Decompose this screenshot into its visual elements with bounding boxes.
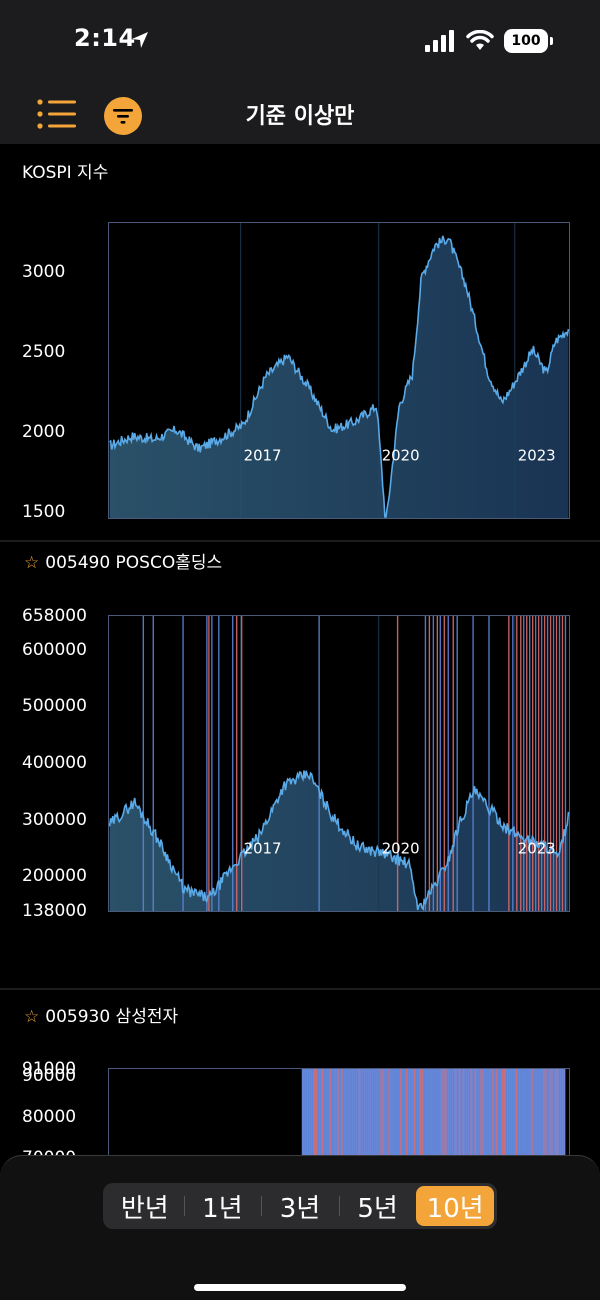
list-icon — [37, 99, 76, 129]
y-tick-label: 90000 — [22, 1066, 77, 1086]
chart-title-samsung: ☆ 005930 삼성전자 — [24, 1002, 178, 1027]
battery-icon: 100 — [504, 29, 553, 53]
nav-bar: 기준 이상만 — [0, 80, 600, 144]
status-time: 2:14 — [74, 24, 136, 52]
y-tick-label: 200000 — [22, 866, 87, 886]
x-year-label: 2017 — [244, 446, 282, 464]
y-tick-label: 2500 — [22, 342, 66, 362]
section-divider — [0, 540, 600, 542]
y-tick-label: 300000 — [22, 810, 87, 830]
y-tick-label: 600000 — [22, 640, 87, 660]
x-year-label: 2020 — [382, 839, 420, 857]
price-line — [109, 770, 569, 911]
y-tick-label: 91000 — [22, 1059, 77, 1079]
star-icon[interactable]: ☆ — [24, 553, 40, 573]
chart-posco[interactable]: 2017 2020 2023 — [108, 615, 570, 912]
y-tick-label: 80000 — [22, 1107, 77, 1127]
status-icons: 100 — [424, 26, 553, 56]
chart-title-text: 005490 POSCO홀딩스 — [45, 553, 223, 573]
star-icon[interactable]: ☆ — [24, 1007, 40, 1027]
chart-title-text: KOSPI 지수 — [22, 163, 109, 183]
menu-button[interactable] — [34, 98, 78, 130]
period-10-year[interactable]: 10년 — [416, 1186, 494, 1226]
period-half-year[interactable]: 반년 — [120, 1193, 169, 1224]
y-tick-label: 3000 — [22, 262, 66, 282]
location-arrow-icon — [132, 32, 148, 48]
y-tick-label: 658000 — [22, 606, 87, 626]
chart-kospi[interactable]: 2017 2020 2023 — [108, 222, 570, 519]
cellular-signal-icon — [425, 30, 454, 52]
y-tick-label: 1500 — [22, 502, 66, 522]
period-5-year[interactable]: 5년 — [338, 1186, 417, 1226]
x-year-label: 2017 — [244, 839, 282, 857]
nav-title: 기준 이상만 — [245, 104, 355, 129]
x-year-label: 2020 — [382, 446, 420, 464]
period-3-year[interactable]: 3년 — [261, 1186, 339, 1226]
price-area — [109, 235, 569, 518]
price-line — [109, 235, 569, 518]
x-year-label: 2023 — [518, 839, 556, 857]
price-area — [109, 770, 569, 911]
status-bar: 2:14 100 — [0, 0, 600, 80]
y-tick-label: 2000 — [22, 422, 66, 442]
y-tick-label: 500000 — [22, 696, 87, 716]
chart-samsung[interactable] — [108, 1068, 570, 1168]
filter-icon — [113, 109, 133, 124]
y-tick-label: 138000 — [22, 901, 87, 921]
period-sheet: 반년 1년 3년 5년 10년 — [0, 1155, 600, 1300]
period-1-year[interactable]: 1년 — [183, 1186, 262, 1226]
period-segmented-control: 반년 1년 3년 5년 10년 — [103, 1183, 497, 1229]
section-divider — [0, 988, 600, 990]
y-tick-label: 400000 — [22, 753, 87, 773]
chart-title-kospi: KOSPI 지수 — [22, 158, 108, 183]
wifi-icon — [466, 30, 494, 50]
x-year-label: 2023 — [518, 446, 556, 464]
chart-title-text: 005930 삼성전자 — [45, 1007, 179, 1027]
chart-title-posco: ☆ 005490 POSCO홀딩스 — [24, 548, 222, 573]
filter-button[interactable] — [104, 97, 142, 135]
home-indicator — [194, 1284, 406, 1291]
